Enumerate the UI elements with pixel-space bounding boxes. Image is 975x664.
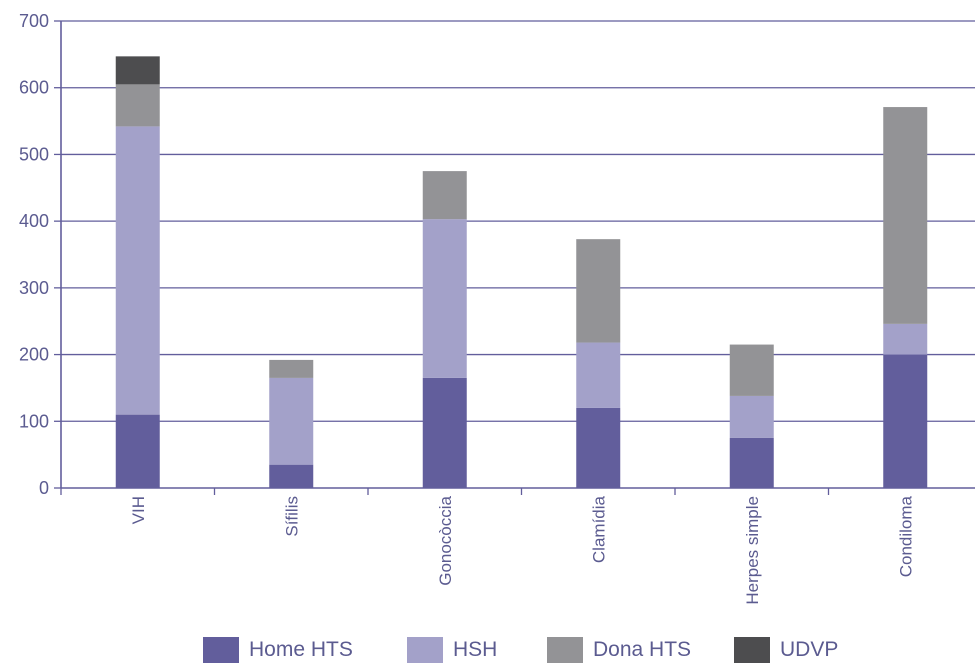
bar-segment [115,414,160,488]
y-tick-label: 500 [19,144,49,164]
bar-segment [269,359,314,378]
y-tick-label: 600 [19,78,49,98]
bar-segment [115,126,160,415]
bar-segment [115,84,160,127]
bar-segment [269,464,314,488]
legend-label: Home HTS [249,638,353,661]
gridlines [61,20,975,422]
bar-segment [576,342,621,408]
legend-item: UDVP [734,636,838,664]
bar-segment [115,56,160,85]
bar-segment [883,107,928,324]
x-tick-label: Condiloma [896,495,915,577]
y-tick-label: 300 [19,278,49,298]
bar-segment [269,377,314,465]
y-tick-label: 200 [19,345,49,365]
bar-segment [576,239,621,343]
bar-segment [576,407,621,488]
axes [54,20,975,495]
x-tick-label: Gonocòccia [436,495,455,585]
legend-label: UDVP [780,638,839,661]
x-tick-label: Sífilis [282,496,301,537]
stacked-bar-chart: 0 100 200 300 400 500 600 700 VIH Sífilis Gonocòc… [19,11,975,605]
legend-item: HSH [407,636,497,664]
x-tick-label: Herpes simple [743,496,762,605]
y-tick-label: 100 [19,411,49,431]
y-tick-label: 0 [39,478,49,498]
bar-segment [883,323,928,355]
bar-segment [422,377,467,488]
bar-segment [729,344,774,396]
legend-label: HSH [453,638,498,661]
legend-swatch [407,637,443,663]
y-tick-labels: 0 100 200 300 400 500 600 700 [19,11,49,498]
legend-swatch [547,637,583,663]
legend: Home HTS HSH Dona HTS UDVP [0,636,975,664]
y-tick-label: 400 [19,211,49,231]
x-tick-label: VIH [129,496,148,524]
y-tick-label: 700 [19,11,49,31]
x-tick-label: Clamídia [589,495,608,563]
bars [115,56,928,488]
legend-item: Home HTS [203,636,353,664]
bar-segment [729,437,774,488]
legend-swatch [734,637,770,663]
legend-swatch [203,637,239,663]
bar-segment [422,219,467,378]
x-tick-labels: VIH Sífilis Gonocòccia Clamídia Herpes simpl… [129,495,916,604]
bar-segment [883,354,928,488]
legend-label: Dona HTS [593,638,692,661]
bar-segment [729,395,774,438]
bar-segment [422,171,467,220]
legend-item: Dona HTS [547,636,691,664]
